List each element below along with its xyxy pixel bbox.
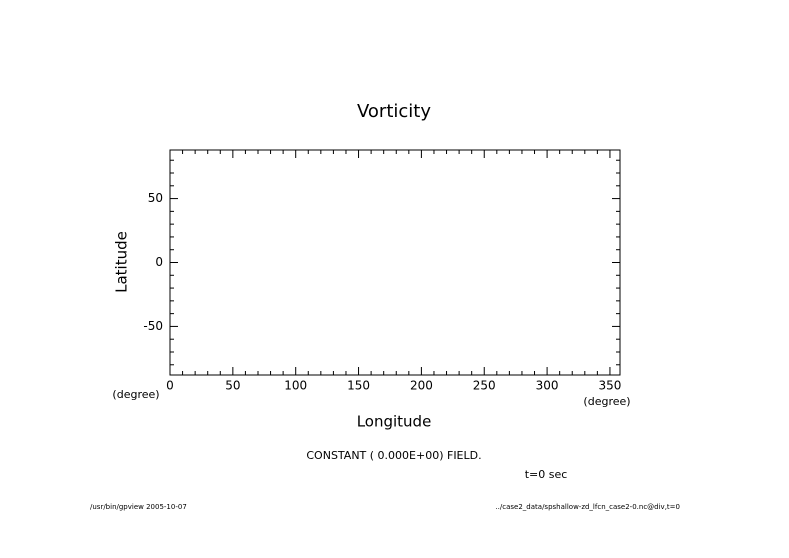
- y-axis-unit: (degree): [112, 388, 159, 401]
- y-tick-label: 50: [148, 191, 163, 205]
- plot-frame: [169, 149, 621, 376]
- y-axis-label: Latitude: [113, 231, 131, 293]
- x-tick-label: 200: [410, 379, 433, 393]
- x-tick-label: 350: [598, 379, 621, 393]
- x-axis-unit: (degree): [583, 395, 630, 408]
- footer-left: /usr/bin/gpview 2005-10-07: [90, 503, 187, 511]
- x-tick-label: 100: [284, 379, 307, 393]
- x-tick-label: 300: [536, 379, 559, 393]
- footer-right: ../case2_data/spshallow-zd_lfcn_case2-0.…: [495, 503, 680, 511]
- y-tick-label: -50: [143, 319, 163, 333]
- y-tick-label: 0: [155, 255, 163, 269]
- x-tick-label: 50: [225, 379, 240, 393]
- x-tick-label: 150: [347, 379, 370, 393]
- x-tick-label: 0: [166, 379, 174, 393]
- time-label: t=0 sec: [525, 468, 568, 481]
- field-note: CONSTANT ( 0.000E+00) FIELD.: [306, 449, 481, 462]
- chart-title: Vorticity: [357, 101, 431, 122]
- x-tick-label: 250: [473, 379, 496, 393]
- x-axis-label: Longitude: [357, 413, 432, 431]
